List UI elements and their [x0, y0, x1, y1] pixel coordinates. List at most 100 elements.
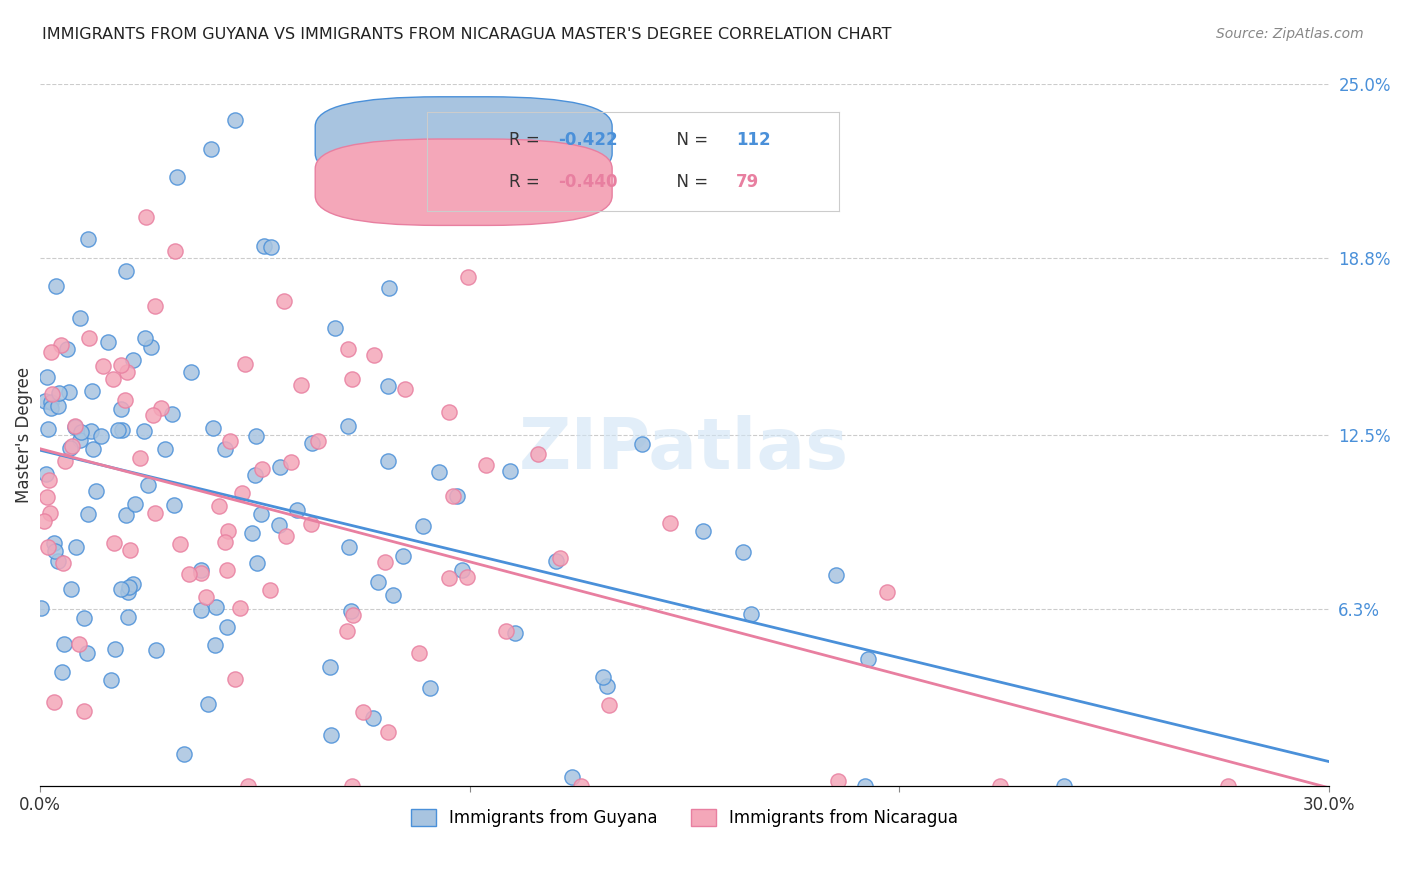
Immigrants from Guyana — [97, 334, 120, 349]
Immigrants from Nicaragua — [495, 624, 517, 638]
Immigrants from Nicaragua — [569, 779, 592, 793]
Immigrants from Guyana — [35, 467, 58, 481]
Immigrants from Guyana — [825, 568, 848, 582]
Immigrants from Guyana — [110, 423, 132, 437]
Immigrants from Nicaragua — [280, 455, 302, 469]
Immigrants from Nicaragua — [827, 774, 849, 789]
Immigrants from Nicaragua — [374, 556, 396, 570]
Immigrants from Nicaragua — [165, 244, 187, 259]
Immigrants from Guyana — [118, 580, 141, 594]
Immigrants from Nicaragua — [129, 450, 152, 465]
Immigrants from Guyana — [378, 280, 401, 294]
Immigrants from Nicaragua — [290, 378, 312, 392]
Immigrants from Guyana — [53, 637, 76, 651]
Immigrants from Nicaragua — [441, 489, 464, 503]
Immigrants from Nicaragua — [456, 570, 478, 584]
Immigrants from Guyana — [39, 395, 62, 409]
Immigrants from Guyana — [114, 508, 136, 523]
Immigrants from Guyana — [90, 428, 112, 442]
Immigrants from Nicaragua — [336, 624, 359, 638]
Immigrants from Guyana — [34, 394, 56, 409]
Immigrants from Nicaragua — [143, 506, 166, 520]
Immigrants from Guyana — [65, 420, 87, 434]
Immigrants from Guyana — [44, 544, 66, 558]
Immigrants from Nicaragua — [548, 550, 571, 565]
Immigrants from Guyana — [381, 587, 404, 601]
Immigrants from Nicaragua — [233, 357, 256, 371]
Immigrants from Nicaragua — [274, 529, 297, 543]
Immigrants from Guyana — [110, 402, 132, 417]
Immigrants from Nicaragua — [52, 556, 75, 570]
Text: IMMIGRANTS FROM GUYANA VS IMMIGRANTS FROM NICARAGUA MASTER'S DEGREE CORRELATION : IMMIGRANTS FROM GUYANA VS IMMIGRANTS FRO… — [42, 27, 891, 42]
Immigrants from Guyana — [259, 239, 281, 253]
Immigrants from Nicaragua — [363, 348, 385, 362]
Text: ZIPatlas: ZIPatlas — [519, 415, 849, 483]
Immigrants from Guyana — [285, 503, 308, 517]
Immigrants from Nicaragua — [208, 500, 231, 514]
Immigrants from Guyana — [631, 436, 654, 450]
Immigrants from Guyana — [250, 507, 273, 521]
Text: Source: ZipAtlas.com: Source: ZipAtlas.com — [1216, 27, 1364, 41]
Immigrants from Guyana — [39, 401, 62, 415]
Immigrants from Guyana — [153, 442, 176, 457]
Immigrants from Guyana — [51, 665, 73, 680]
Immigrants from Guyana — [214, 442, 236, 457]
Immigrants from Nicaragua — [437, 571, 460, 585]
Immigrants from Guyana — [65, 540, 87, 554]
Immigrants from Nicaragua — [55, 454, 77, 468]
Immigrants from Guyana — [37, 370, 59, 384]
Immigrants from Nicaragua — [307, 434, 329, 449]
Immigrants from Nicaragua — [115, 365, 138, 379]
Immigrants from Nicaragua — [41, 386, 63, 401]
Immigrants from Nicaragua — [238, 779, 260, 793]
Immigrants from Guyana — [124, 498, 146, 512]
Immigrants from Nicaragua — [63, 419, 86, 434]
Immigrants from Nicaragua — [135, 210, 157, 224]
Immigrants from Guyana — [136, 477, 159, 491]
Immigrants from Guyana — [392, 549, 415, 564]
Immigrants from Nicaragua — [118, 542, 141, 557]
Immigrants from Guyana — [190, 603, 212, 617]
Immigrants from Guyana — [100, 673, 122, 687]
Immigrants from Guyana — [731, 545, 754, 559]
Immigrants from Nicaragua — [394, 382, 416, 396]
Immigrants from Guyana — [30, 601, 52, 615]
Immigrants from Guyana — [412, 519, 434, 533]
Immigrants from Nicaragua — [73, 704, 96, 718]
Immigrants from Guyana — [503, 626, 526, 640]
Immigrants from Nicaragua — [103, 372, 125, 386]
Immigrants from Guyana — [117, 609, 139, 624]
Immigrants from Guyana — [166, 169, 188, 184]
Immigrants from Nicaragua — [37, 541, 59, 555]
Immigrants from Guyana — [80, 424, 103, 438]
Immigrants from Guyana — [37, 423, 59, 437]
Immigrants from Nicaragua — [988, 779, 1011, 793]
Immigrants from Guyana — [160, 407, 183, 421]
Immigrants from Guyana — [45, 279, 67, 293]
Immigrants from Nicaragua — [38, 506, 60, 520]
Immigrants from Nicaragua — [143, 299, 166, 313]
Immigrants from Nicaragua — [224, 672, 246, 686]
Immigrants from Guyana — [69, 433, 91, 447]
Immigrants from Guyana — [215, 620, 238, 634]
Immigrants from Guyana — [117, 585, 139, 599]
Immigrants from Guyana — [134, 425, 156, 439]
Immigrants from Nicaragua — [177, 567, 200, 582]
Immigrants from Guyana — [544, 554, 567, 568]
Immigrants from Guyana — [252, 239, 274, 253]
Legend: Immigrants from Guyana, Immigrants from Nicaragua: Immigrants from Guyana, Immigrants from … — [404, 802, 965, 833]
Immigrants from Guyana — [245, 468, 267, 483]
Immigrants from Guyana — [197, 698, 219, 712]
Immigrants from Nicaragua — [352, 705, 374, 719]
Immigrants from Guyana — [76, 508, 98, 522]
Immigrants from Guyana — [110, 582, 132, 597]
Immigrants from Guyana — [122, 353, 145, 368]
Immigrants from Guyana — [419, 681, 441, 696]
Immigrants from Guyana — [361, 711, 384, 725]
Immigrants from Nicaragua — [336, 342, 359, 356]
Immigrants from Nicaragua — [77, 331, 100, 345]
Immigrants from Guyana — [446, 489, 468, 503]
Immigrants from Nicaragua — [219, 434, 242, 449]
Immigrants from Guyana — [451, 563, 474, 577]
Immigrants from Nicaragua — [169, 537, 191, 551]
